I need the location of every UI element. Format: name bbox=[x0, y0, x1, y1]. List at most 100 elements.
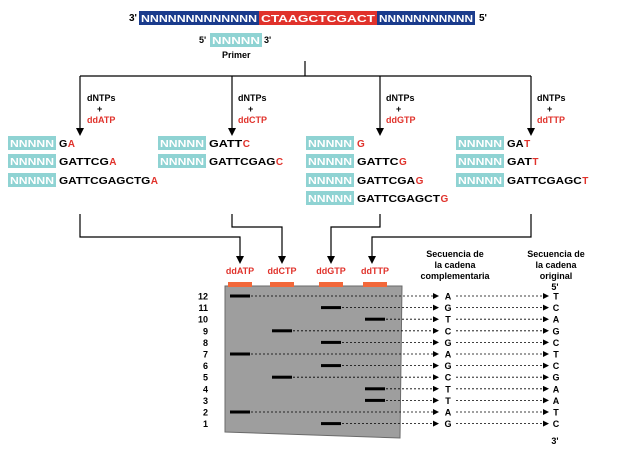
fragment-row: NNNNN GATTCGA G bbox=[306, 173, 424, 187]
fragment-primer-box bbox=[306, 191, 354, 205]
fragment-primer-box bbox=[456, 173, 504, 187]
lane-label-ddgtp: ddGTP bbox=[316, 266, 346, 276]
fragment-row: NNNNN GATTCGAG C bbox=[158, 154, 283, 168]
original-header-line-3: original bbox=[540, 271, 573, 281]
band-number: 9 bbox=[203, 326, 208, 336]
complementary-base: T bbox=[445, 315, 451, 325]
fragment-row: NNNNN GATTCGAGC T bbox=[456, 173, 588, 187]
reaction-t-dntps: dNTPs bbox=[537, 93, 566, 103]
complementary-base: A bbox=[445, 408, 452, 418]
original-header-line-2: la cadena bbox=[535, 260, 577, 270]
gel-band bbox=[321, 364, 341, 368]
gel-band bbox=[365, 387, 385, 391]
reaction-c-dntps: dNTPs bbox=[238, 93, 267, 103]
gel-band bbox=[230, 410, 250, 414]
band-number: 7 bbox=[203, 350, 208, 360]
fragment-extension: GAT bbox=[507, 157, 532, 168]
reaction-t-dd: ddTTP bbox=[537, 115, 565, 125]
template-left-segment-box bbox=[139, 11, 259, 25]
gel-well-ddgtp bbox=[319, 282, 343, 287]
fragment-primer: NNNNN bbox=[160, 157, 204, 168]
band-number: 12 bbox=[198, 292, 208, 302]
fragment-row: NNNNN GATTCGAGCT G bbox=[306, 191, 449, 205]
fragment-row: NNNNN GATTCG A bbox=[8, 154, 117, 168]
template-right-segment-box bbox=[377, 11, 475, 25]
fragment-primer: NNNNN bbox=[458, 139, 502, 150]
gel-lane-labels: ddATP ddCTP ddGTP ddTTP bbox=[226, 266, 389, 276]
template-middle-segment-box bbox=[259, 11, 377, 25]
gel-row: 11 G C bbox=[198, 303, 559, 313]
fragment-primer: NNNNN bbox=[10, 139, 54, 150]
reaction-g-dd: ddGTP bbox=[386, 115, 416, 125]
reaction-a-dntps: dNTPs bbox=[87, 93, 116, 103]
template-prime-right: 5' bbox=[479, 13, 487, 24]
gel-band bbox=[272, 329, 292, 333]
gel-row: 6 G C bbox=[203, 361, 560, 371]
fragment-terminal-base: C bbox=[276, 157, 283, 168]
fragment-primer: NNNNN bbox=[10, 176, 54, 187]
lane-label-ddatp: ddATP bbox=[226, 266, 254, 276]
fragment-row: NNNNN GATTCGAGCTG A bbox=[8, 173, 158, 187]
fragment-primer-box bbox=[8, 136, 56, 150]
fragment-extension: GATTCGA bbox=[357, 176, 415, 187]
gel-row: 12 A T bbox=[198, 292, 559, 302]
reaction-a-plus: + bbox=[97, 104, 102, 114]
reaction-g-plus: + bbox=[396, 104, 401, 114]
gel-row: 1 G C bbox=[203, 419, 560, 429]
fragment-primer-box bbox=[456, 136, 504, 150]
primer-prime-left: 5' bbox=[199, 35, 206, 45]
gel bbox=[224, 285, 403, 439]
fragment-row: NNNNN GAT T bbox=[456, 154, 539, 168]
fragment-primer: NNNNN bbox=[458, 157, 502, 168]
gel-well-ddatp bbox=[228, 282, 252, 287]
primer-label: Primer bbox=[222, 50, 251, 60]
fragment-terminal-base: G bbox=[357, 139, 365, 150]
original-base: G bbox=[552, 373, 559, 383]
complementary-base: C bbox=[445, 326, 452, 336]
original-base: A bbox=[553, 315, 560, 325]
gel-row: 3 T A bbox=[203, 396, 560, 406]
band-number: 6 bbox=[203, 361, 208, 371]
original-base: A bbox=[553, 396, 560, 406]
band-number: 3 bbox=[203, 396, 208, 406]
reaction-c-plus: + bbox=[248, 104, 253, 114]
primer-box bbox=[210, 33, 262, 47]
template-strand: 3' NNNNNNNNNNNNN CTAAGCTCGACT NNNNNNNNNN… bbox=[129, 11, 487, 25]
gel-row: 2 A T bbox=[203, 408, 559, 418]
fragment-terminal-base: A bbox=[109, 157, 116, 168]
original-base: T bbox=[553, 350, 559, 360]
fragment-terminal-base: T bbox=[532, 157, 538, 168]
fragment-terminal-base: A bbox=[68, 139, 75, 150]
complementary-header-line-1: Secuencia de bbox=[426, 249, 484, 259]
fragment-terminal-base: C bbox=[243, 139, 250, 150]
complementary-base: A bbox=[445, 292, 452, 302]
gel-band bbox=[321, 422, 341, 426]
lane-label-ddctp: ddCTP bbox=[268, 266, 297, 276]
complementary-base: G bbox=[444, 361, 451, 371]
fragment-group-ddatp: NNNNN G A NNNNN GATTCG A NNNNN GATTCGAGCTG A bbox=[8, 136, 158, 187]
primer: 5' NNNNN 3' Primer bbox=[199, 33, 271, 60]
band-number: 10 bbox=[198, 315, 208, 325]
gel-band bbox=[272, 375, 292, 379]
original-base: T bbox=[553, 408, 559, 418]
fragment-primer: NNNNN bbox=[308, 176, 352, 187]
fragment-primer: NNNNN bbox=[458, 176, 502, 187]
fragment-extension: GA bbox=[507, 139, 524, 150]
original-base: C bbox=[553, 419, 560, 429]
gel-row: 5 C G bbox=[203, 373, 560, 383]
fragment-terminal-base: A bbox=[151, 176, 158, 187]
split-connector bbox=[76, 61, 535, 136]
original-base: A bbox=[553, 384, 560, 394]
complementary-base: T bbox=[445, 396, 451, 406]
fragment-row: NNNNN G A bbox=[8, 136, 75, 150]
gel-row: 4 T A bbox=[203, 384, 560, 394]
fragment-primer-box bbox=[158, 154, 206, 168]
fragment-primer-box bbox=[306, 136, 354, 150]
complementary-header-line-2: la cadena bbox=[434, 260, 476, 270]
column-headers: Secuencia de la cadena complementaria Se… bbox=[420, 249, 584, 446]
original-base: C bbox=[553, 338, 560, 348]
